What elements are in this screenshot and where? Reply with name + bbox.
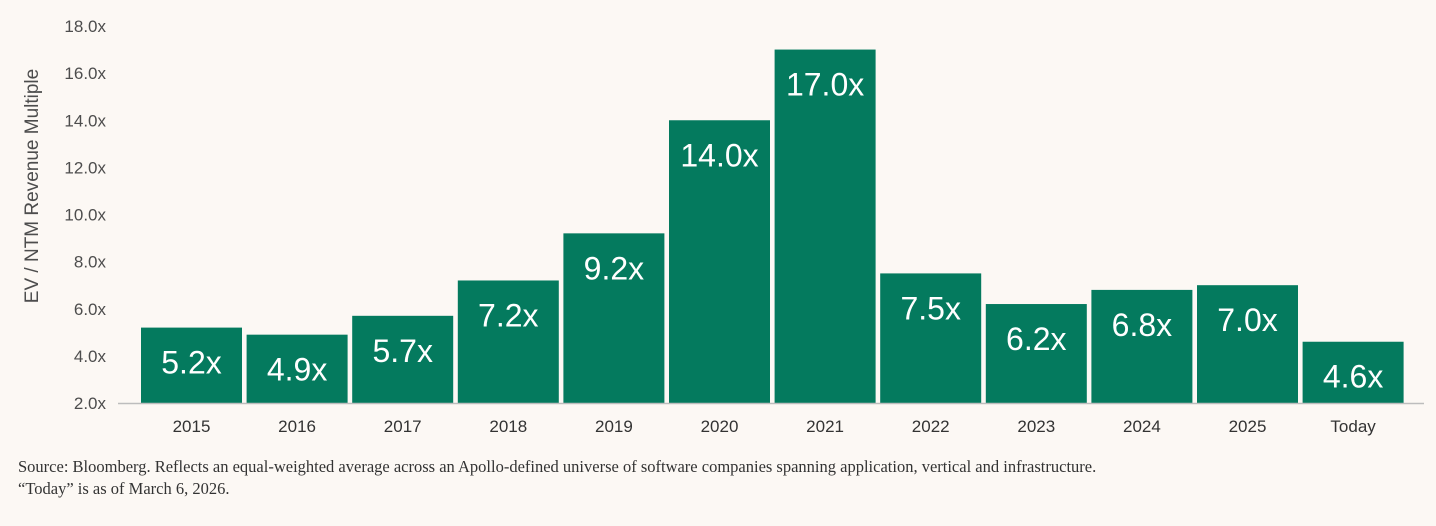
bar-value-label: 6.2x (1006, 321, 1066, 357)
x-tick-label: Today (1330, 417, 1376, 436)
bar-2020 (669, 120, 770, 403)
bar-value-label: 6.8x (1112, 307, 1172, 343)
bar-2021 (774, 49, 876, 403)
bar-value-label: 9.2x (584, 250, 644, 286)
bar-value-label: 7.5x (900, 290, 960, 326)
y-tick-label: 16.0x (64, 64, 106, 83)
bar-value-label: 4.9x (267, 352, 327, 388)
y-tick-label: 10.0x (64, 206, 106, 225)
bar-value-label: 14.0x (680, 137, 758, 173)
bar-today (1302, 341, 1404, 403)
y-tick-label: 12.0x (64, 158, 106, 177)
bar-2022 (880, 273, 982, 403)
bar-2019 (563, 233, 665, 403)
bar-value-label: 4.6x (1323, 359, 1383, 395)
bar-2017 (352, 315, 454, 403)
x-tick-label: 2023 (1017, 417, 1055, 436)
x-axis-ticks: 2015 2016 2017 2018 2019 2020 2021 2022 2023 2024… (173, 417, 1377, 436)
y-axis-label-group: EV / NTM Revenue Multiple (22, 69, 43, 303)
y-tick-label: 8.0x (74, 253, 107, 272)
x-tick-label: 2024 (1123, 417, 1161, 436)
x-tick-label: 2018 (489, 417, 527, 436)
x-tick-label: 2019 (595, 417, 633, 436)
bar-value-label: 17.0x (786, 67, 864, 103)
bar-2015 (141, 327, 242, 403)
bar-2024 (1091, 289, 1193, 403)
y-axis-ticks: 2.0x 4.0x 6.0x 8.0x 10.0x 12.0x 14.0x 16.0x 18.0… (64, 17, 106, 413)
y-tick-label: 2.0x (74, 394, 107, 413)
y-tick-label: 18.0x (64, 17, 106, 36)
bar-2025 (1197, 285, 1298, 403)
x-tick-label: 2017 (384, 417, 422, 436)
bar-2016 (246, 334, 348, 403)
x-tick-label: 2021 (806, 417, 844, 436)
x-tick-label: 2022 (912, 417, 950, 436)
x-tick-label: 2020 (701, 417, 739, 436)
y-tick-label: 14.0x (64, 111, 106, 130)
bar-value-label: 5.2x (161, 345, 221, 381)
bars: 5.2x 4.9x 5.7x 7.2x 9.2x 14.0x 17.0x 7.5x 6.2x 6.… (141, 49, 1404, 403)
x-tick-label: 2015 (173, 417, 211, 436)
bar-2023 (985, 304, 1087, 403)
bar-value-label: 7.0x (1217, 302, 1277, 338)
y-tick-label: 4.0x (74, 347, 107, 366)
bar-value-label: 7.2x (478, 297, 538, 333)
bar-chart: EV / NTM Revenue Multiple 2.0x 4.0x 6.0x 8.… (22, 17, 1424, 436)
y-axis-label: EV / NTM Revenue Multiple (22, 69, 43, 303)
bar-2018 (457, 280, 559, 403)
x-tick-label: 2025 (1229, 417, 1267, 436)
footnote-line-1: Source: Bloomberg. Reflects an equal-wei… (18, 457, 1097, 476)
bar-value-label: 5.7x (372, 333, 432, 369)
footnote-line-2: “Today” is as of March 6, 2026. (18, 479, 230, 498)
y-tick-label: 6.0x (74, 300, 107, 319)
x-tick-label: 2016 (278, 417, 316, 436)
source-footnote: Source: Bloomberg. Reflects an equal-wei… (18, 456, 1418, 500)
